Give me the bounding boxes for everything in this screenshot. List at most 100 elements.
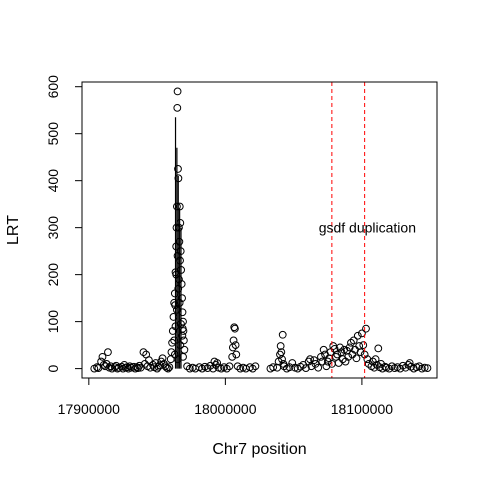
data-point bbox=[233, 362, 242, 371]
data-point bbox=[179, 352, 187, 361]
data-point bbox=[405, 359, 414, 367]
data-point bbox=[170, 336, 179, 345]
x-axis-title: Chr7 position bbox=[212, 441, 306, 458]
data-point bbox=[104, 348, 112, 357]
data-point bbox=[211, 360, 220, 369]
data-point bbox=[396, 364, 405, 373]
data-point bbox=[98, 352, 107, 361]
data-point bbox=[401, 363, 410, 372]
data-point bbox=[377, 360, 385, 368]
data-point bbox=[385, 364, 394, 373]
y-tick-label: 400 bbox=[45, 169, 61, 193]
data-point bbox=[169, 313, 178, 321]
data-point bbox=[172, 223, 181, 232]
data-point bbox=[349, 336, 358, 345]
data-point bbox=[358, 329, 366, 338]
data-point bbox=[278, 355, 286, 364]
data-point bbox=[176, 256, 184, 265]
annotation-text: gsdf duplication bbox=[319, 220, 416, 236]
data-point bbox=[173, 251, 182, 260]
data-point bbox=[168, 338, 177, 347]
data-point bbox=[362, 324, 370, 333]
data-point bbox=[222, 364, 231, 373]
data-point bbox=[344, 352, 353, 361]
data-point bbox=[171, 301, 180, 310]
data-point bbox=[177, 320, 185, 328]
data-point bbox=[415, 362, 424, 371]
data-point bbox=[135, 361, 144, 370]
y-tick-label: 100 bbox=[45, 310, 61, 334]
data-point bbox=[175, 298, 184, 307]
data-point bbox=[174, 174, 183, 183]
data-point bbox=[173, 103, 182, 112]
data-point bbox=[175, 223, 183, 232]
data-point bbox=[317, 352, 325, 361]
data-point bbox=[373, 360, 381, 369]
data-point bbox=[172, 202, 181, 211]
region-lines bbox=[331, 82, 366, 378]
data-point bbox=[176, 341, 185, 350]
data-point bbox=[356, 348, 365, 357]
data-point bbox=[276, 342, 285, 350]
data-point bbox=[423, 364, 432, 373]
data-point bbox=[213, 359, 222, 367]
data-point bbox=[278, 330, 287, 339]
data-point bbox=[228, 352, 237, 361]
data-point bbox=[229, 336, 238, 345]
data-point bbox=[420, 363, 429, 372]
y-tick-label: 500 bbox=[45, 122, 61, 146]
data-point bbox=[178, 324, 187, 333]
y-tick-label: 200 bbox=[45, 263, 61, 287]
x-tick-label: 17900000 bbox=[58, 401, 121, 417]
data-point bbox=[162, 363, 171, 372]
data-point bbox=[319, 345, 328, 354]
data-point bbox=[172, 305, 181, 314]
data-point bbox=[175, 202, 184, 211]
data-point bbox=[231, 324, 239, 333]
data-point bbox=[336, 343, 344, 352]
data-point bbox=[183, 362, 192, 371]
data-point bbox=[93, 363, 101, 372]
x-tick-label: 18100000 bbox=[331, 401, 394, 417]
data-point bbox=[155, 361, 164, 370]
data-point bbox=[285, 363, 294, 372]
data-point bbox=[174, 165, 182, 173]
data-point bbox=[353, 331, 362, 340]
data-point bbox=[225, 362, 234, 371]
y-tick-label: 300 bbox=[45, 216, 61, 240]
x-axis: 17900000 18000000 18100000 bbox=[58, 377, 394, 417]
data-point bbox=[371, 355, 380, 364]
data-point bbox=[113, 364, 122, 373]
y-tick-label: 0 bbox=[45, 365, 61, 373]
data-point bbox=[318, 357, 327, 366]
data-point bbox=[310, 356, 319, 365]
data-point bbox=[176, 219, 185, 227]
data-point bbox=[173, 87, 182, 96]
data-point bbox=[175, 275, 183, 284]
data-point bbox=[347, 338, 355, 347]
data-point bbox=[280, 362, 288, 371]
data-point bbox=[139, 348, 148, 357]
data-point bbox=[178, 294, 186, 303]
data-point bbox=[145, 356, 153, 365]
y-axis-title: LRT bbox=[5, 215, 22, 245]
data-point bbox=[302, 364, 310, 373]
data-point bbox=[251, 362, 260, 371]
data-point bbox=[175, 237, 184, 246]
data-point bbox=[359, 341, 368, 350]
data-point bbox=[203, 364, 212, 373]
data-point bbox=[174, 284, 183, 293]
data-point bbox=[269, 363, 278, 372]
data-point bbox=[177, 266, 186, 274]
data-point bbox=[232, 350, 241, 359]
data-point bbox=[314, 363, 323, 372]
data-point bbox=[352, 354, 361, 363]
data-point bbox=[158, 354, 167, 363]
y-axis: 0 100 200 300 400 500 600 bbox=[45, 75, 83, 373]
data-point bbox=[333, 350, 342, 359]
data-point bbox=[165, 363, 174, 372]
data-point bbox=[231, 341, 240, 350]
data-point bbox=[364, 360, 373, 368]
